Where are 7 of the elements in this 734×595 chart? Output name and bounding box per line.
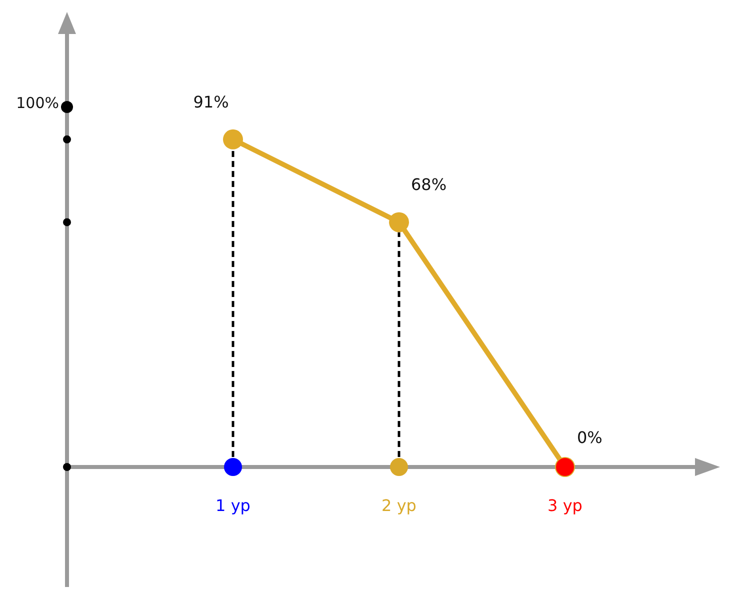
data-label: 91% (193, 92, 229, 112)
text: 100% (16, 94, 59, 112)
data-label: 0% (577, 428, 602, 447)
x-tick-label: 1 ур (216, 496, 250, 515)
x-tick-label: 2 ур (382, 496, 416, 515)
data-label: 68% (411, 175, 447, 194)
x-tick-label: 3 ур (548, 496, 582, 515)
